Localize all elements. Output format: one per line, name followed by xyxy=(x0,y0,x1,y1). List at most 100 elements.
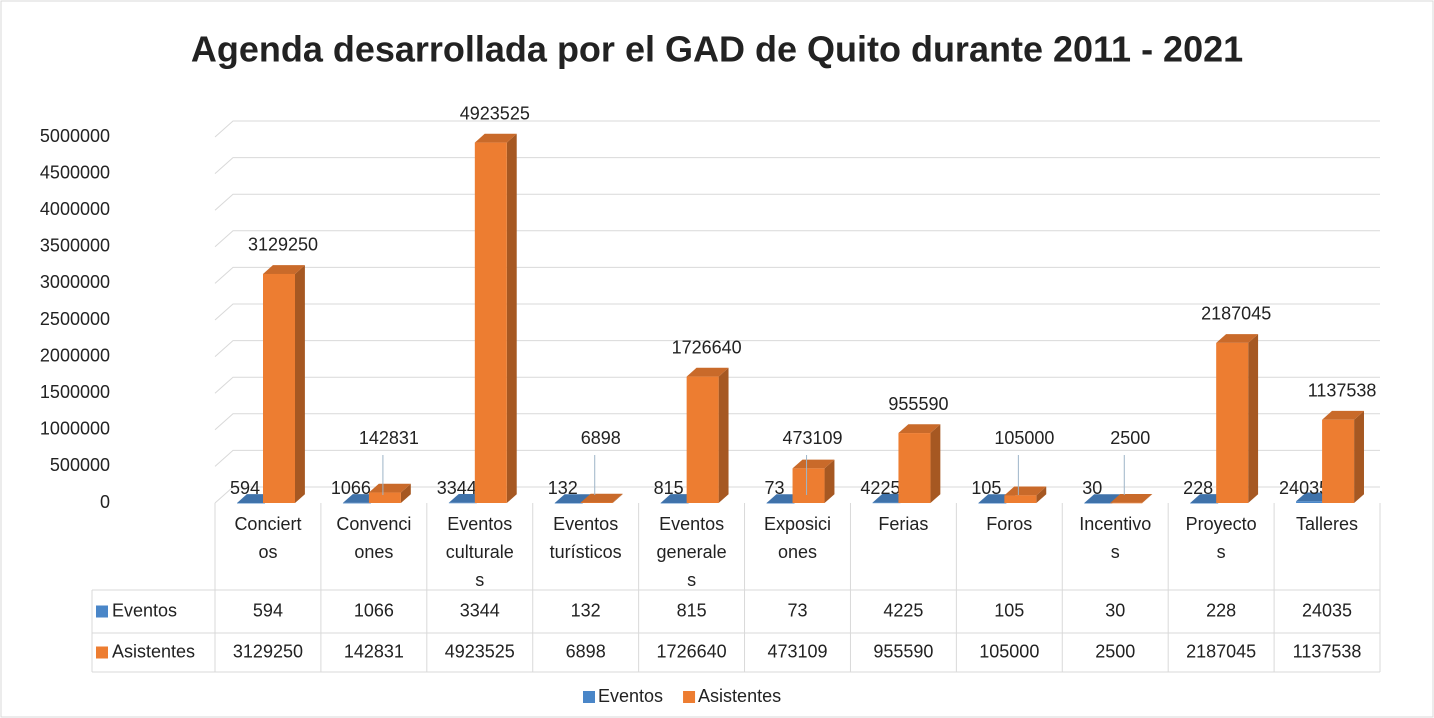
table-cell: 73 xyxy=(787,600,807,620)
table-cell: 4225 xyxy=(883,600,923,620)
data-label: 105000 xyxy=(994,428,1054,448)
y-tick-label: 4500000 xyxy=(40,162,110,182)
table-cell: 2187045 xyxy=(1186,641,1256,661)
grid-line xyxy=(214,266,1380,284)
table-cell: 1726640 xyxy=(657,641,727,661)
table-cell: 2500 xyxy=(1095,641,1135,661)
bar-side xyxy=(824,459,835,503)
data-label: 132 xyxy=(548,478,578,498)
bar xyxy=(1322,419,1355,503)
bar-top xyxy=(686,367,729,377)
data-label: 594 xyxy=(230,478,260,498)
grid-line xyxy=(214,376,1380,394)
data-label: 2187045 xyxy=(1201,304,1271,324)
bar xyxy=(792,468,825,503)
grid-line xyxy=(214,340,1380,357)
category-label: Eventos generale s xyxy=(657,514,727,590)
bar xyxy=(263,273,295,503)
bar-side xyxy=(295,265,305,503)
bar xyxy=(1004,495,1037,503)
data-label: 6898 xyxy=(581,428,621,448)
data-label: 955590 xyxy=(888,394,948,414)
data-label: 228 xyxy=(1183,478,1213,498)
table-cell: 815 xyxy=(677,600,707,620)
bar-top xyxy=(1110,494,1153,503)
table-cell: 142831 xyxy=(344,641,404,661)
table-cell: 3344 xyxy=(460,600,500,620)
category-label: Eventos turísticos xyxy=(550,514,622,562)
category-label: Exposici ones xyxy=(764,514,831,562)
bar-side xyxy=(1248,334,1259,503)
grid-line xyxy=(214,157,1380,174)
y-tick-label: 3000000 xyxy=(40,272,110,292)
legend-key xyxy=(96,646,108,659)
y-tick-label: 500000 xyxy=(50,455,110,475)
data-label: 24035 xyxy=(1279,478,1329,498)
table-cell: 132 xyxy=(571,600,601,620)
grid-line xyxy=(214,303,1380,321)
bar-top xyxy=(368,483,411,493)
data-label: 4923525 xyxy=(460,103,530,123)
table-cell: 30 xyxy=(1105,600,1125,620)
legend-key xyxy=(583,691,595,703)
category-label: Eventos culturale s xyxy=(446,514,514,590)
table-cell: 4923525 xyxy=(445,641,515,661)
data-label: 73 xyxy=(765,478,785,498)
bar xyxy=(1296,501,1325,503)
bar xyxy=(1190,502,1219,504)
bar-side xyxy=(1354,410,1364,503)
y-tick-label: 1500000 xyxy=(40,382,110,402)
chart-title: Agenda desarrollada por el GAD de Quito … xyxy=(191,29,1243,70)
legend-label: Asistentes xyxy=(698,686,781,706)
table-cell: 1066 xyxy=(354,600,394,620)
category-label: Ferias xyxy=(878,514,928,534)
table-cell: 6898 xyxy=(566,641,606,661)
y-tick-label: 3500000 xyxy=(40,236,110,256)
table-cell: 228 xyxy=(1206,600,1236,620)
bar-side xyxy=(612,493,623,503)
data-label: 1137538 xyxy=(1308,380,1377,400)
bar-top xyxy=(1322,410,1364,420)
table-cell: 1137538 xyxy=(1293,641,1362,661)
table-row-header: Eventos xyxy=(112,600,177,620)
bar xyxy=(686,376,719,503)
bar-top xyxy=(1216,334,1259,343)
category-label: Conciert os xyxy=(234,514,301,562)
table-cell: 3129250 xyxy=(233,641,303,661)
table-cell: 473109 xyxy=(767,641,827,661)
category-label: Incentivo s xyxy=(1079,514,1151,562)
bar xyxy=(580,502,613,503)
bar xyxy=(1216,342,1249,503)
data-label: 2500 xyxy=(1110,428,1150,448)
legend-label: Eventos xyxy=(598,686,663,706)
data-label: 473109 xyxy=(783,428,843,448)
table-cell: 24035 xyxy=(1302,600,1352,620)
bar-side xyxy=(1142,494,1153,503)
bar xyxy=(978,502,1007,504)
data-label: 30 xyxy=(1082,478,1102,498)
y-tick-label: 2500000 xyxy=(40,309,110,329)
bar xyxy=(554,502,583,504)
legend: Eventos Asistentes xyxy=(583,686,781,706)
table-cell: 105 xyxy=(994,600,1024,620)
bar-side xyxy=(930,424,941,503)
bar xyxy=(237,502,265,504)
bar-top xyxy=(263,265,305,274)
data-label: 142831 xyxy=(359,428,419,448)
category-label: Talleres xyxy=(1296,514,1358,534)
bar-top xyxy=(898,424,941,434)
legend-key xyxy=(96,605,108,618)
bar xyxy=(1084,502,1113,504)
y-tick-label: 1000000 xyxy=(40,419,110,439)
bar-side xyxy=(1036,486,1047,503)
grid-line xyxy=(214,120,1380,138)
grid-line xyxy=(214,193,1380,211)
data-label: 815 xyxy=(654,478,684,498)
data-label: 3344 xyxy=(437,478,477,498)
bar-top xyxy=(1004,486,1047,496)
bar xyxy=(474,142,507,504)
table-cell: 955590 xyxy=(873,641,933,661)
bar-side xyxy=(718,367,729,503)
grid-line xyxy=(214,230,1380,248)
